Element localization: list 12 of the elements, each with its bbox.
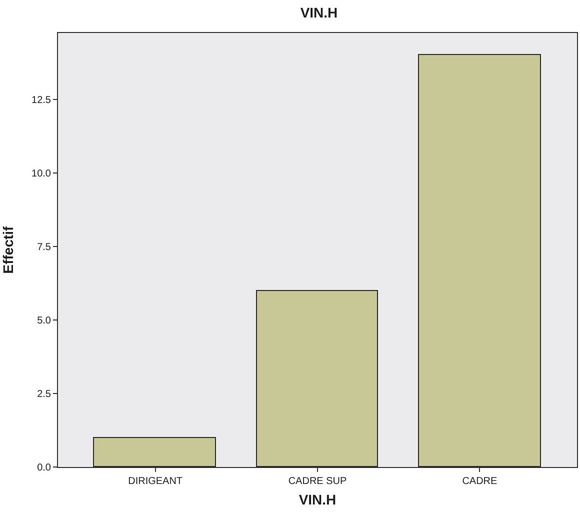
y-tick-label: 10.0 [32, 168, 52, 180]
x-axis-title: VIN.H [298, 491, 336, 508]
y-tick-label: 2.5 [37, 388, 52, 400]
x-tick-label: CADRE SUP [288, 476, 347, 487]
chart-title: VIN.H [300, 4, 338, 21]
y-tick-label: 7.5 [37, 242, 52, 253]
y-tick-label: 5.0 [37, 315, 52, 326]
x-tick-label: CADRE [462, 476, 498, 487]
y-axis-title: Effectif [0, 226, 16, 274]
x-tick-label: DIRIGEANT [128, 476, 183, 487]
y-tick-label: 12.5 [32, 94, 52, 106]
y-tick-label: 0.0 [37, 462, 52, 474]
